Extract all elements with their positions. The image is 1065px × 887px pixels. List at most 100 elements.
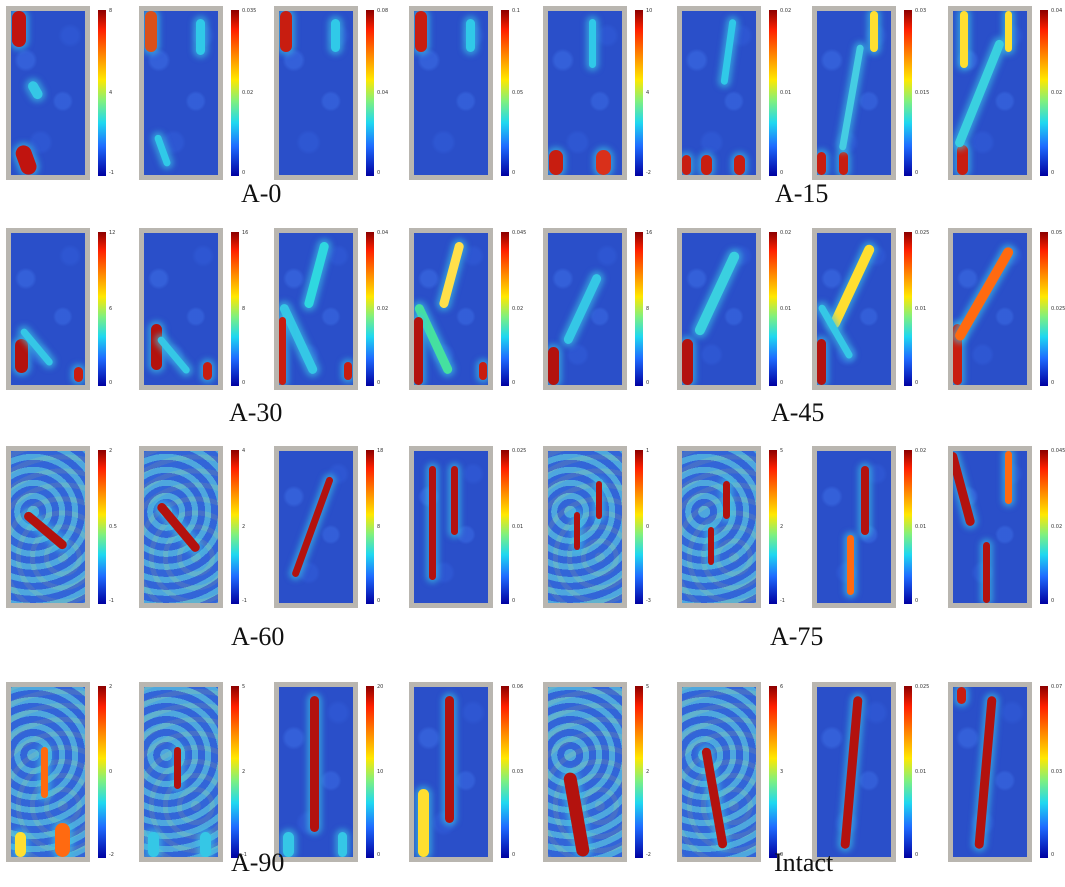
strain-band	[720, 18, 737, 85]
strain-map-r4c1	[6, 682, 90, 862]
strain-map-r1c1	[6, 6, 90, 180]
colorbar-tick-mid: 0.03	[1051, 769, 1063, 775]
colorbar-r1c1	[98, 10, 106, 176]
strain-band	[147, 831, 159, 857]
colorbar-r3c6	[769, 450, 777, 604]
colorbar-tick-top: 16	[646, 230, 653, 236]
specimen-group-label: A-30	[229, 398, 283, 427]
colorbar-r1c4	[501, 10, 509, 176]
strain-band	[700, 155, 712, 175]
strain-map-r2c3	[274, 228, 358, 390]
colorbar-tick-top: 10	[646, 8, 653, 14]
colorbar-tick-mid: 0.01	[780, 90, 792, 96]
strain-map-r1c4	[409, 6, 493, 180]
colorbar-tick-bot: 0	[377, 598, 381, 604]
strain-band	[974, 695, 997, 849]
strain-band	[465, 19, 475, 52]
colorbar-tick-mid: 6	[109, 306, 113, 312]
strain-band	[40, 746, 48, 798]
strain-map-r4c8	[948, 682, 1032, 862]
colorbar-tick-bot: 0	[915, 170, 919, 176]
colorbar-r2c4	[501, 232, 509, 386]
colorbar-tick-bot: 0	[780, 380, 784, 386]
strain-band	[561, 272, 603, 346]
colorbar-r3c1	[98, 450, 106, 604]
colorbar-tick-mid: 8	[242, 306, 246, 312]
colorbar-tick-mid: 2	[242, 769, 246, 775]
colorbar-tick-top: 0.1	[512, 8, 520, 14]
colorbar-tick-bot: 0	[377, 170, 381, 176]
colorbar-tick-mid: 0.03	[512, 769, 524, 775]
strain-band	[982, 542, 990, 603]
strain-map-r2c6	[677, 228, 761, 390]
strain-band	[596, 481, 602, 520]
colorbar-tick-top: 0.045	[512, 230, 527, 236]
colorbar-tick-top: 1	[646, 448, 650, 454]
colorbar-tick-top: 0.02	[780, 8, 792, 14]
strain-band	[303, 240, 330, 309]
strain-map-r1c7	[812, 6, 896, 180]
strain-map-r2c4	[409, 228, 493, 390]
colorbar-tick-bot: -1	[780, 598, 785, 604]
strain-band	[573, 511, 580, 550]
strain-band	[290, 475, 334, 579]
colorbar-tick-top: 18	[377, 448, 384, 454]
strain-map-r3c2	[139, 446, 223, 608]
strain-band	[280, 11, 293, 52]
colorbar-tick-bot: -1	[109, 598, 114, 604]
strain-band	[451, 466, 459, 535]
colorbar-tick-top: 6	[780, 684, 784, 690]
colorbar-tick-bot: 0	[512, 852, 516, 858]
colorbar-tick-mid: 0	[109, 769, 113, 775]
colorbar-tick-mid: 0.01	[512, 524, 524, 530]
colorbar-tick-mid: 2	[242, 524, 246, 530]
strain-band	[173, 746, 181, 789]
strain-band	[153, 133, 172, 168]
strain-map-r3c3	[274, 446, 358, 608]
strain-band	[817, 152, 826, 175]
colorbar-tick-mid: 0.02	[377, 306, 389, 312]
colorbar-tick-bot: -2	[646, 170, 651, 176]
strain-map-r2c5	[543, 228, 627, 390]
colorbar-tick-mid: 0.02	[1051, 524, 1063, 530]
colorbar-tick-mid: 0	[646, 524, 650, 530]
strain-band	[12, 11, 26, 48]
strain-band	[548, 347, 560, 385]
colorbar-r3c3	[366, 450, 374, 604]
colorbar-tick-bot: 0	[377, 380, 381, 386]
colorbar-tick-bot: -3	[646, 598, 651, 604]
strain-band	[870, 11, 878, 52]
colorbar-tick-bot: 0	[1051, 170, 1055, 176]
strain-band	[846, 534, 854, 596]
strain-band	[330, 19, 340, 52]
strain-band	[55, 823, 71, 857]
strain-band	[13, 143, 40, 175]
colorbar-tick-mid: 2	[780, 524, 784, 530]
colorbar-tick-mid: 0.01	[915, 769, 927, 775]
colorbar-tick-top: 2	[109, 684, 113, 690]
colorbar-tick-top: 0.04	[1051, 8, 1063, 14]
strain-band	[1004, 451, 1013, 505]
colorbar-tick-top: 16	[242, 230, 249, 236]
colorbar-r4c7	[904, 686, 912, 858]
colorbar-tick-top: 0.05	[1051, 230, 1063, 236]
strain-map-r2c1	[6, 228, 90, 390]
colorbar-tick-bot: -2	[646, 852, 651, 858]
strain-band	[817, 339, 826, 385]
strain-band	[953, 245, 1016, 343]
colorbar-tick-mid: 0.5	[109, 524, 117, 530]
strain-band	[692, 250, 741, 338]
colorbar-tick-bot: 0	[242, 380, 246, 386]
colorbar-tick-bot: 0	[242, 170, 246, 176]
specimen-group-label: A-45	[771, 398, 825, 427]
strain-band	[839, 152, 849, 175]
colorbar-r2c8	[1040, 232, 1048, 386]
strain-map-r4c2	[139, 682, 223, 862]
colorbar-tick-bot: -1	[242, 852, 247, 858]
colorbar-tick-bot: 0	[377, 852, 381, 858]
colorbar-tick-mid: 8	[646, 306, 650, 312]
colorbar-r2c2	[231, 232, 239, 386]
colorbar-tick-bot: 0	[780, 852, 784, 858]
strain-band	[562, 771, 591, 857]
strain-band	[417, 789, 429, 857]
